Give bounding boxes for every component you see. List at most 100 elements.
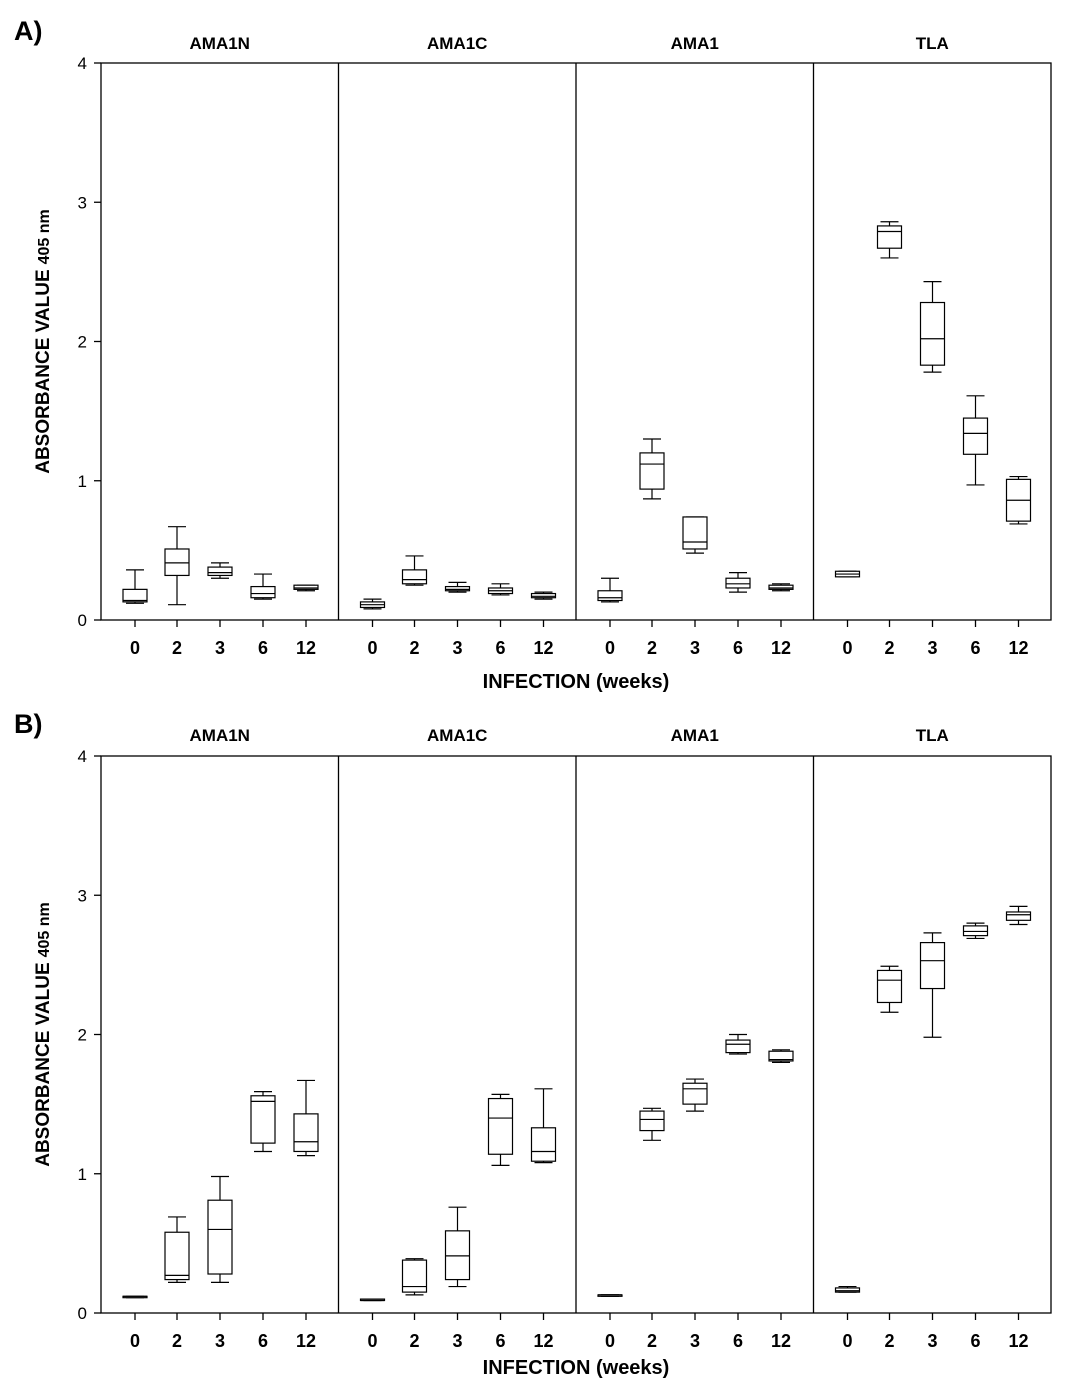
- facet-ama1n: AMA1N 0 2 3 6 12: [122, 726, 319, 1351]
- x-axis-label: INFECTION (weeks): [483, 671, 670, 693]
- box-week-0: [359, 1298, 386, 1302]
- iqr-box: [530, 1127, 557, 1162]
- box-week-6: [250, 573, 276, 600]
- box-week-2: [401, 1258, 428, 1296]
- iqr-box: [487, 1097, 514, 1155]
- box-week-3: [444, 1206, 471, 1288]
- y-axis-label-subscript: 405 nm: [36, 209, 53, 264]
- box-week-0: [122, 1295, 148, 1299]
- box-week-2: [401, 555, 428, 586]
- x-tick-label: 6: [733, 1331, 743, 1351]
- iqr-box: [768, 1050, 794, 1062]
- x-tick-label: 2: [409, 638, 419, 658]
- x-tick-label: 3: [215, 1331, 225, 1351]
- x-tick-label: 0: [130, 1331, 140, 1351]
- y-axis-label: ABSORBANCE VALUE 405 nm: [33, 209, 54, 474]
- box-week-6: [725, 572, 751, 593]
- iqr-box: [962, 417, 989, 455]
- iqr-box: [682, 1082, 708, 1105]
- x-tick-label: 3: [690, 638, 700, 658]
- y-axis-label-main: ABSORBANCE VALUE: [33, 962, 54, 1166]
- box-week-12: [768, 1049, 794, 1063]
- box-week-6: [487, 1093, 514, 1166]
- panel-label: B): [14, 709, 43, 739]
- box-week-0: [359, 598, 386, 610]
- x-tick-label: 2: [172, 638, 182, 658]
- x-tick-label: 0: [367, 638, 377, 658]
- box-week-2: [164, 1216, 190, 1283]
- facet-title: AMA1: [671, 34, 719, 53]
- x-tick-label: 12: [533, 1331, 553, 1351]
- box-week-3: [207, 562, 233, 579]
- box-week-12: [293, 1079, 319, 1157]
- box-week-12: [768, 583, 794, 592]
- box-week-3: [682, 1078, 708, 1112]
- box-week-0: [597, 1294, 623, 1297]
- facet-title: AMA1N: [190, 726, 250, 745]
- box-week-6: [725, 1033, 751, 1055]
- x-tick-label: 6: [495, 638, 505, 658]
- x-tick-label: 6: [970, 638, 980, 658]
- facet-title: AMA1C: [427, 726, 487, 745]
- y-tick-label: 1: [78, 1165, 87, 1184]
- x-tick-label: 12: [296, 1331, 316, 1351]
- facet-ama1: AMA1 0 2 3 6 12: [597, 34, 794, 658]
- facet-title: AMA1: [671, 726, 719, 745]
- iqr-box: [768, 584, 794, 590]
- iqr-box: [919, 301, 946, 366]
- box-week-2: [876, 221, 903, 259]
- x-axis-label: INFECTION (weeks): [483, 1357, 670, 1379]
- x-tick-label: 0: [605, 638, 615, 658]
- box-week-12: [530, 1088, 557, 1164]
- facet-title: TLA: [916, 726, 949, 745]
- facet-ama1: AMA1 0 2 3 6 12: [597, 726, 794, 1351]
- box-week-6: [962, 395, 989, 486]
- x-tick-label: 2: [884, 638, 894, 658]
- iqr-box: [876, 225, 903, 249]
- iqr-box: [164, 548, 190, 577]
- iqr-box: [122, 588, 148, 603]
- x-tick-label: 3: [452, 638, 462, 658]
- iqr-box: [962, 925, 989, 937]
- x-tick-label: 6: [970, 1331, 980, 1351]
- panel-label: A): [14, 16, 43, 46]
- facet-ama1c: AMA1C 0 2 3 6 12: [359, 34, 557, 658]
- x-tick-label: 12: [1008, 1331, 1028, 1351]
- iqr-box: [250, 585, 276, 599]
- x-tick-label: 3: [927, 1331, 937, 1351]
- x-tick-label: 2: [409, 1331, 419, 1351]
- x-tick-label: 3: [215, 638, 225, 658]
- y-tick-label: 0: [78, 611, 87, 630]
- y-tick-label: 1: [78, 472, 87, 491]
- box-week-2: [639, 438, 665, 500]
- y-tick-label: 4: [78, 747, 87, 766]
- box-week-2: [164, 526, 190, 606]
- y-axis-label-main: ABSORBANCE VALUE: [33, 269, 54, 473]
- y-tick-label: 3: [78, 193, 87, 212]
- box-week-12: [293, 584, 319, 592]
- y-axis-label-subscript: 405 nm: [36, 902, 53, 957]
- x-tick-label: 12: [1008, 638, 1028, 658]
- box-week-0: [834, 1285, 861, 1293]
- box-week-3: [682, 516, 708, 554]
- iqr-box: [164, 1231, 190, 1281]
- box-week-3: [444, 581, 471, 593]
- y-tick-label: 2: [78, 333, 87, 352]
- x-tick-label: 3: [452, 1331, 462, 1351]
- facet-tla: TLA 0 2 3 6 12: [834, 726, 1032, 1351]
- iqr-box: [725, 577, 751, 589]
- box-week-12: [530, 591, 557, 600]
- box-week-2: [639, 1107, 665, 1141]
- box-week-3: [207, 1175, 233, 1283]
- iqr-box: [639, 1110, 665, 1132]
- iqr-box: [725, 1039, 751, 1054]
- iqr-box: [401, 569, 428, 585]
- iqr-box: [834, 1287, 861, 1293]
- iqr-box: [682, 516, 708, 550]
- x-tick-label: 0: [130, 638, 140, 658]
- x-tick-label: 0: [842, 638, 852, 658]
- x-tick-label: 6: [733, 638, 743, 658]
